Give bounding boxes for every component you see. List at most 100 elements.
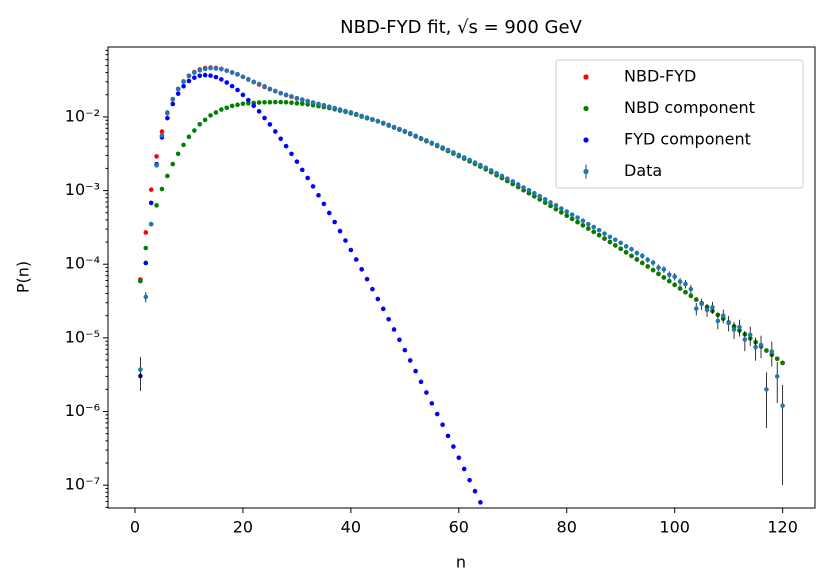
point	[434, 411, 440, 417]
point	[440, 145, 445, 150]
point	[359, 113, 364, 119]
point	[181, 83, 186, 89]
point	[235, 71, 240, 77]
point	[386, 316, 391, 322]
y-tick-label: 10⁻⁷	[65, 475, 100, 494]
point	[175, 91, 181, 96]
point	[445, 147, 451, 153]
point	[672, 282, 677, 288]
point	[197, 122, 203, 127]
point	[213, 110, 219, 115]
point	[159, 186, 165, 192]
legend-label: Data	[624, 161, 662, 180]
point	[364, 115, 370, 120]
point	[693, 297, 699, 302]
point	[753, 344, 758, 350]
point	[181, 79, 186, 85]
point	[143, 260, 149, 266]
point	[564, 213, 570, 218]
point	[575, 219, 580, 225]
point	[413, 133, 418, 139]
point	[337, 228, 343, 234]
point	[332, 219, 337, 225]
y-axis-label: P(n)	[14, 261, 33, 293]
x-tick-label: 60	[449, 518, 469, 537]
point	[246, 97, 251, 103]
point	[683, 281, 688, 287]
point	[316, 101, 321, 107]
point	[434, 142, 440, 148]
point	[343, 108, 348, 114]
point	[165, 115, 170, 121]
point	[591, 229, 597, 235]
point	[602, 231, 607, 236]
point	[586, 221, 591, 227]
point	[219, 66, 224, 72]
point	[186, 134, 192, 140]
point	[586, 226, 591, 231]
point	[407, 358, 413, 363]
point	[613, 243, 618, 248]
point	[515, 182, 521, 187]
point	[332, 105, 337, 111]
point	[148, 187, 154, 192]
point	[305, 175, 310, 181]
point	[175, 151, 181, 157]
point	[283, 99, 289, 105]
point	[240, 74, 246, 80]
legend-label: FYD component	[624, 130, 751, 149]
point	[407, 130, 413, 136]
point	[613, 237, 618, 243]
point	[650, 260, 656, 265]
point	[774, 374, 780, 379]
point	[262, 115, 267, 121]
point	[289, 94, 294, 99]
x-tick-label: 0	[130, 518, 140, 537]
point	[143, 245, 149, 251]
point	[380, 306, 386, 312]
point	[699, 301, 704, 307]
point	[397, 337, 402, 343]
point	[208, 113, 213, 118]
point	[326, 104, 332, 109]
point	[256, 109, 262, 114]
point	[607, 234, 613, 240]
point	[397, 126, 402, 132]
point	[278, 90, 284, 96]
point	[505, 176, 510, 181]
point	[472, 160, 478, 165]
point	[208, 65, 213, 71]
point	[402, 128, 408, 134]
legend-label: NBD component	[624, 98, 755, 117]
point	[639, 253, 645, 259]
point	[219, 107, 224, 112]
point	[256, 81, 262, 87]
point	[532, 190, 537, 196]
point	[138, 367, 143, 372]
point	[715, 318, 721, 324]
point	[273, 88, 278, 94]
axes-frame	[107, 46, 816, 509]
point	[289, 151, 294, 157]
point	[650, 267, 656, 273]
x-tick-label: 20	[233, 518, 253, 537]
point	[310, 100, 316, 105]
point	[559, 206, 564, 211]
point	[666, 278, 672, 284]
y-tick-label: 10⁻³	[65, 180, 100, 199]
legend-marker	[583, 74, 589, 80]
point	[267, 99, 273, 105]
point	[720, 313, 726, 319]
point	[618, 246, 624, 252]
x-tick-label: 100	[659, 518, 690, 537]
point	[343, 238, 348, 243]
point	[289, 100, 294, 106]
point	[424, 390, 429, 395]
point	[596, 227, 602, 233]
point	[467, 477, 472, 483]
point	[175, 86, 181, 92]
point	[758, 342, 764, 348]
point	[229, 70, 235, 75]
point	[413, 368, 418, 374]
